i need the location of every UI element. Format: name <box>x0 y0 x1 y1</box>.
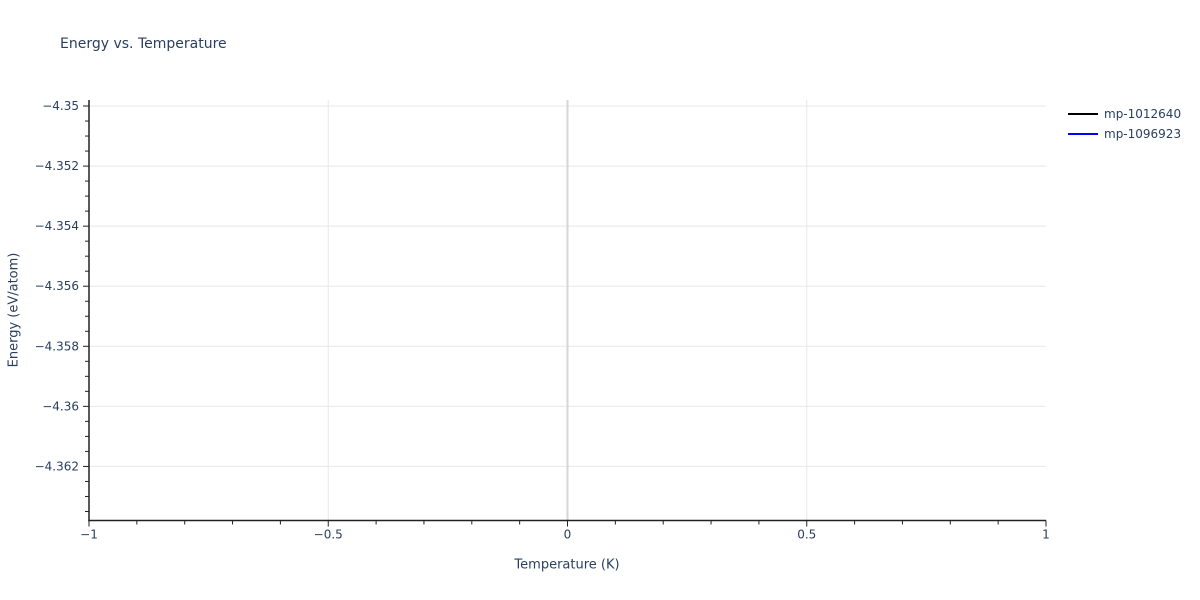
y-tick-label: −4.356 <box>35 279 79 293</box>
y-tick-label: −4.358 <box>35 339 79 353</box>
legend-line-swatch <box>1068 133 1098 135</box>
legend-label: mp-1096923 <box>1104 127 1182 141</box>
legend: mp-1012640 mp-1096923 <box>1068 104 1181 144</box>
x-tick-label: −0.5 <box>314 528 343 542</box>
legend-item-mp-1096923[interactable]: mp-1096923 <box>1068 124 1181 144</box>
x-axis-title: Temperature (K) <box>514 557 620 573</box>
x-tick-label: 0.5 <box>797 528 816 542</box>
legend-label: mp-1012640 <box>1104 107 1182 121</box>
y-tick-label: −4.35 <box>42 99 79 113</box>
legend-line-swatch <box>1068 113 1098 115</box>
y-tick-label: −4.354 <box>35 219 79 233</box>
y-tick-label: −4.362 <box>35 459 79 473</box>
chart-title: Energy vs. Temperature <box>60 36 227 52</box>
x-tick-label: 0 <box>564 528 572 542</box>
y-tick-label: −4.352 <box>35 159 79 173</box>
x-tick-label: 1 <box>1042 528 1050 542</box>
y-axis-title: Energy (eV/atom) <box>6 252 22 368</box>
x-tick-label: −1 <box>80 528 98 542</box>
legend-item-mp-1012640[interactable]: mp-1012640 <box>1068 104 1181 124</box>
y-tick-label: −4.36 <box>42 399 79 413</box>
